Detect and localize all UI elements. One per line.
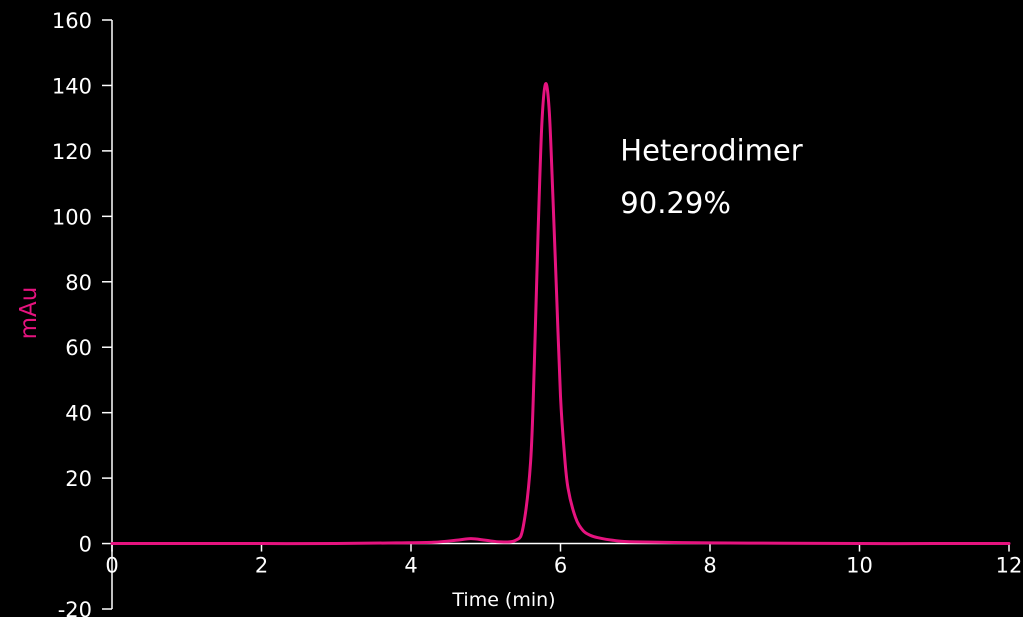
x-tick-label: 6 xyxy=(554,554,567,578)
x-axis-ticks: 0 2 4 6 8 10 12 xyxy=(105,543,1023,578)
x-tick-label: 2 xyxy=(255,554,268,578)
y-tick-label: 140 xyxy=(52,74,92,98)
y-tick-label: 160 xyxy=(52,9,92,33)
x-axis-title: Time (min) xyxy=(451,589,555,611)
y-tick-label: 60 xyxy=(65,336,92,360)
annotations: Heterodimer 90.29% xyxy=(620,134,802,220)
y-axis-title: mAu xyxy=(16,287,42,340)
y-tick-label: 40 xyxy=(65,402,92,426)
y-axis-ticks: -20 0 20 40 60 80 100 120 140 160 xyxy=(52,9,112,617)
x-tick-label: 4 xyxy=(404,554,417,578)
annotation-label: Heterodimer xyxy=(620,134,802,168)
annotation-label: 90.29% xyxy=(620,186,731,220)
series-line xyxy=(110,82,1011,546)
x-tick-label: 10 xyxy=(846,554,873,578)
y-tick-label: 80 xyxy=(65,271,92,295)
x-tick-label: 8 xyxy=(703,554,716,578)
y-tick-label: -20 xyxy=(58,598,92,617)
y-tick-label: 120 xyxy=(52,140,92,164)
x-tick-label: 12 xyxy=(996,554,1023,578)
y-tick-label: 0 xyxy=(79,533,92,557)
y-tick-label: 100 xyxy=(52,205,92,229)
y-tick-label: 20 xyxy=(65,467,92,491)
